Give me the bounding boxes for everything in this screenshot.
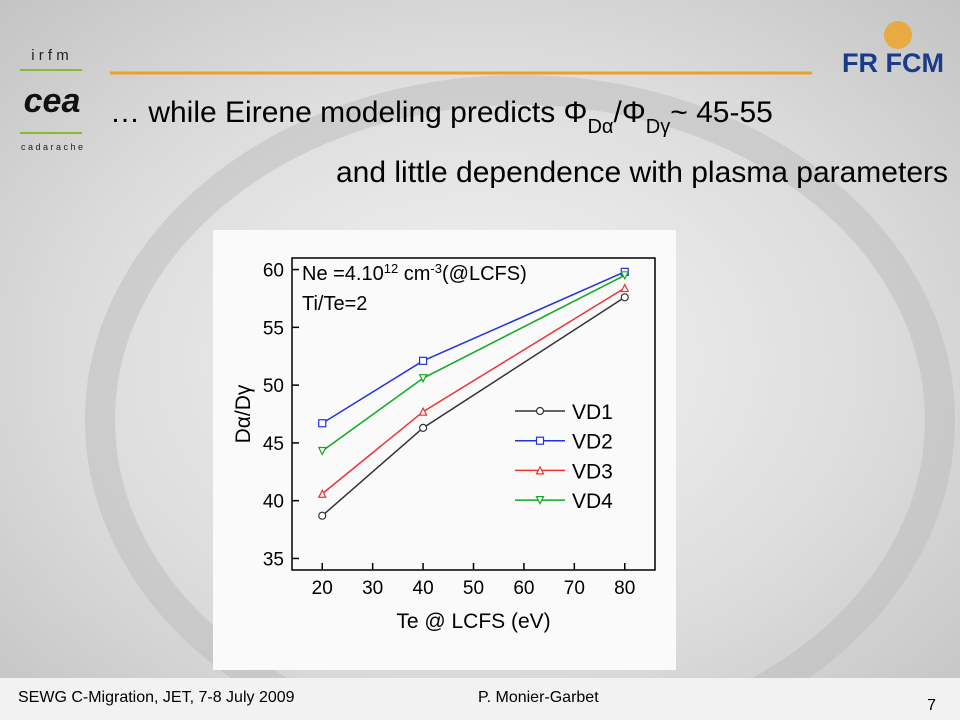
y-tick-label: 55 — [263, 318, 284, 339]
logo-ffcm: FR FCM — [842, 48, 944, 78]
title-segment: Dγ — [646, 116, 670, 138]
x-tick-label: 50 — [463, 578, 484, 599]
annotation-segment: cm — [398, 263, 430, 285]
data-point — [318, 511, 327, 520]
legend-marker — [535, 406, 545, 416]
y-tick-label: 35 — [263, 549, 284, 570]
slide-subtitle: and little dependence with plasma parame… — [336, 156, 948, 189]
logo-irfm: i r f m — [31, 47, 69, 64]
footer-band — [0, 678, 960, 720]
data-point — [620, 271, 630, 281]
chart: 35 40 45 50 55 60 20 30 40 50 60 70 80 Te @ LCFS (eV)… — [232, 257, 656, 633]
data-point — [418, 423, 428, 432]
x-tick-label: 20 — [312, 578, 333, 599]
legend-label: VD2 — [572, 431, 613, 454]
legend-marker — [535, 496, 545, 505]
page-number: 7 — [927, 697, 936, 714]
data-point — [318, 419, 327, 428]
y-tick-label: 45 — [263, 434, 284, 455]
annotation-segment: 12 — [384, 261, 398, 276]
legend-marker — [535, 436, 545, 445]
data-point — [620, 283, 630, 293]
legend-label: VD1 — [572, 401, 613, 424]
title-segment: Dα — [587, 116, 613, 138]
title-segment: ~ 45-55 — [670, 96, 773, 129]
x-tick-label: 80 — [614, 578, 635, 599]
y-tick-label: 40 — [263, 492, 284, 513]
logo-cea: cea — [24, 82, 81, 120]
annotation: Ne =4.1012 cm-3(@LCFS) — [302, 261, 527, 286]
footer-left: SEWG C-Migration, JET, 7-8 July 2009 — [18, 689, 295, 706]
legend-label: VD4 — [572, 490, 613, 513]
y-tick-label: 50 — [263, 376, 284, 397]
title-segment: … while Eirene modeling predicts Φ — [110, 96, 587, 129]
annotation: Ti/Te=2 — [302, 293, 367, 315]
title-segment: /Φ — [614, 96, 646, 129]
logo-ffcm-icon — [884, 21, 912, 49]
y-axis-label: Dα/Dγ — [232, 384, 255, 443]
data-point — [620, 293, 629, 302]
data-point — [317, 446, 327, 456]
slide-title: … while Eirene modeling predicts ΦDα/ΦDγ… — [110, 96, 773, 138]
data-point — [418, 356, 428, 365]
x-tick-label: 40 — [413, 578, 434, 599]
legend-marker — [535, 465, 545, 475]
x-tick-label: 30 — [362, 578, 383, 599]
x-tick-label: 70 — [564, 578, 585, 599]
annotation-segment: -3 — [430, 261, 442, 276]
data-point — [418, 406, 428, 416]
annotation-segment: (@LCFS) — [442, 263, 527, 285]
footer-center: P. Monier-Garbet — [478, 689, 599, 706]
data-point — [418, 374, 428, 384]
x-axis-label: Te @ LCFS (eV) — [396, 610, 550, 633]
data-point — [317, 488, 327, 498]
background-shape — [85, 75, 955, 720]
logo-cadarache: c a d a r a c h e — [21, 142, 83, 152]
annotation-segment: Ne =4.10 — [302, 263, 384, 285]
legend-label: VD3 — [572, 460, 613, 483]
x-tick-label: 60 — [513, 578, 534, 599]
y-tick-label: 60 — [263, 261, 284, 282]
